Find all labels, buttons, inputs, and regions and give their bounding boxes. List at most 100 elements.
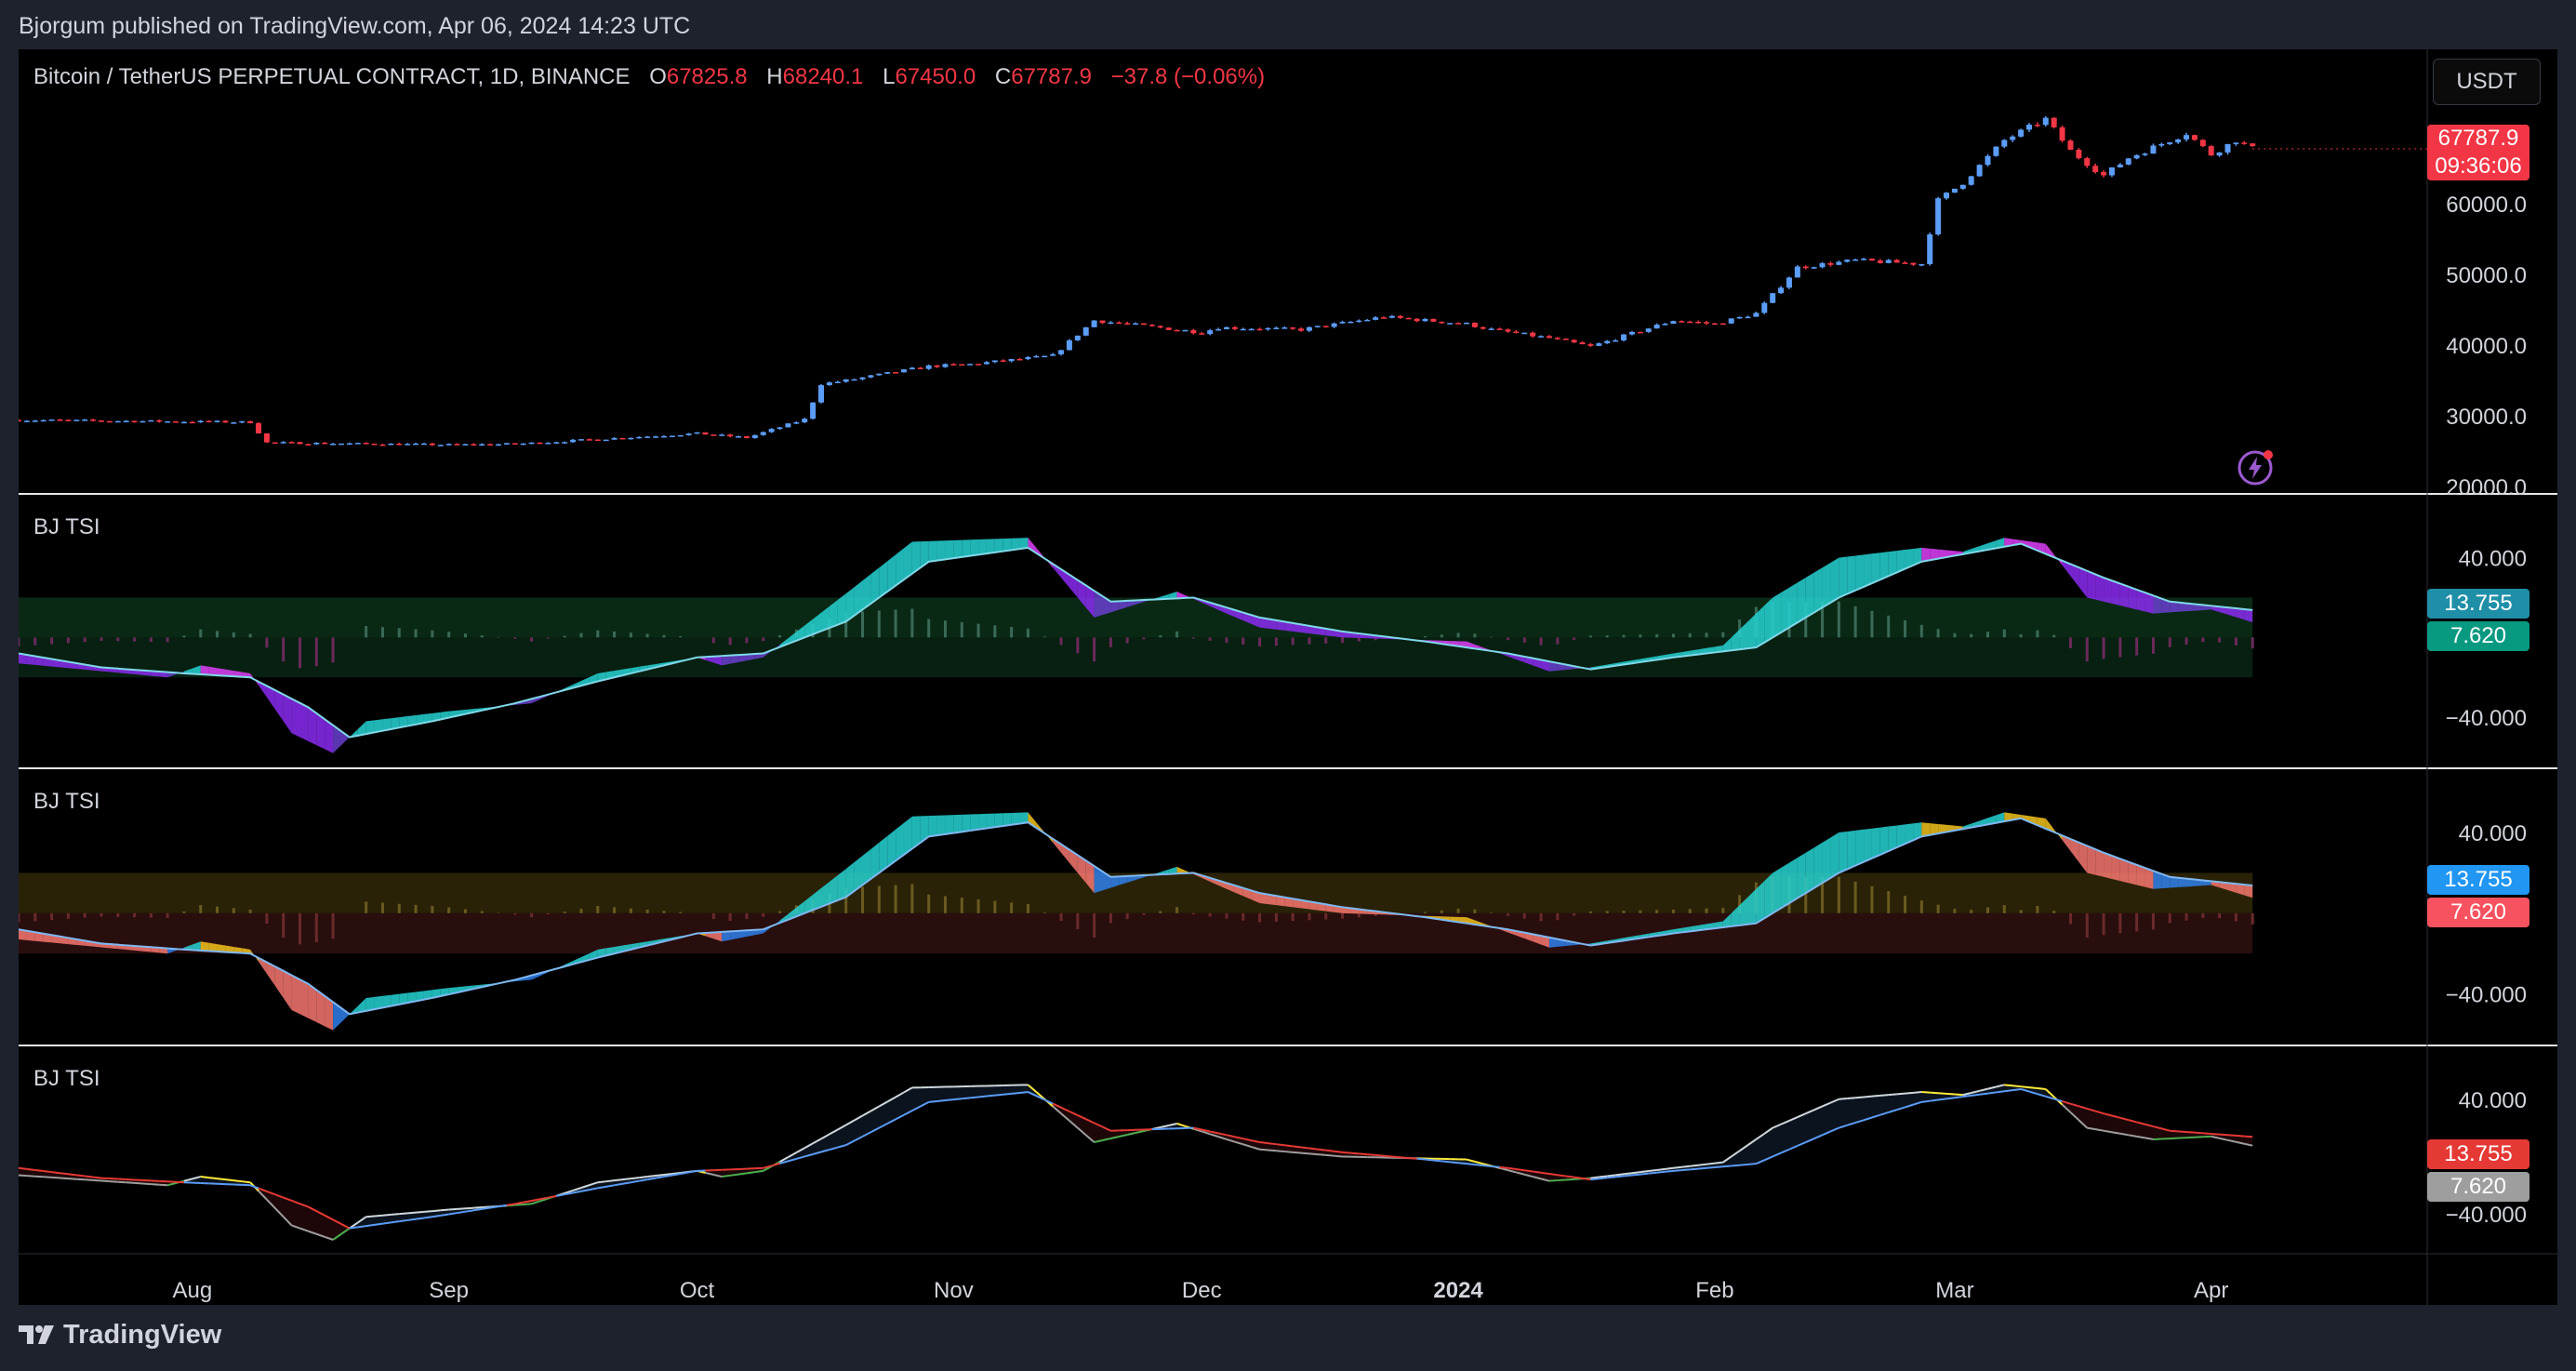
candle-body [570, 439, 577, 443]
candle-body [743, 436, 750, 438]
signal-line-segment [779, 1160, 789, 1165]
signal-line-segment [299, 1203, 309, 1208]
tsi-fill-segment [1788, 582, 1798, 628]
tsi-fill-segment [416, 713, 424, 725]
tsi-fill-segment [382, 718, 392, 731]
signal-line-segment [1871, 1113, 1881, 1119]
tsi-line-segment [895, 1091, 905, 1098]
tsi-line-segment [597, 1180, 606, 1184]
tsi-fill-segment [2062, 560, 2071, 577]
candle-body [2076, 150, 2082, 159]
time-axis-tick: Dec [1182, 1278, 1222, 1303]
tsi-fill-segment [1019, 538, 1029, 550]
candle-body [1753, 313, 1759, 317]
tsi-fill-segment [1847, 830, 1856, 870]
high-value: 68240.1 [782, 64, 864, 89]
tsi-fill-segment [365, 996, 375, 1011]
tradingview-logo[interactable]: TradingView [19, 1311, 221, 1358]
tsi-line-segment [274, 1207, 285, 1218]
tsi-line-segment [564, 1189, 574, 1194]
tsi-fill-segment [208, 942, 218, 952]
signal-line-segment [2144, 1123, 2154, 1128]
tsi-line-segment [415, 1210, 425, 1214]
tsi-line-segment [465, 1206, 474, 1210]
tsi-fill-segment [2227, 607, 2237, 618]
tsi-line-segment [117, 1180, 126, 1184]
tsi-line-segment [1945, 1092, 1955, 1096]
tsi-fill-segment [1036, 547, 1045, 559]
candle-body [1745, 316, 1751, 319]
candle-body [214, 420, 220, 422]
tsi-line-segment [1813, 1105, 1823, 1111]
tsi-fill-segment [763, 650, 772, 658]
candle-body [23, 420, 30, 422]
candle-body [231, 422, 237, 424]
signal-line-segment [2236, 1134, 2245, 1138]
tsi-line-segment [730, 1173, 739, 1177]
signal-line-segment [482, 1206, 491, 1210]
price-axis-tick: 60000.0 [2446, 193, 2527, 218]
tsi-fill-segment [796, 1148, 805, 1159]
tsi-fill-segment [2087, 570, 2096, 600]
chart-area[interactable]: 70000.060000.050000.040000.030000.020000… [19, 49, 2557, 1305]
tsi-line-segment [183, 1178, 193, 1182]
panel-3-label: BJ TSI [33, 1066, 100, 1091]
candle-body [1902, 262, 1908, 264]
tsi-line-segment [1524, 1173, 1534, 1178]
tsi-line-segment [854, 1114, 863, 1122]
candle-body [1322, 326, 1329, 327]
candle-body [719, 434, 725, 436]
tsi-fill-segment [779, 913, 789, 924]
tsi-line-segment [407, 1211, 417, 1215]
tsi-line-segment [423, 1210, 432, 1213]
candle-body [1033, 355, 1040, 358]
signal-line-segment [1913, 1100, 1922, 1106]
tsi-fill-segment [374, 995, 383, 1010]
tsi-fill-segment [1094, 591, 1103, 618]
candle-body [553, 442, 560, 444]
candle-body [1985, 155, 1991, 166]
candle-body [578, 439, 584, 441]
tsi-fill-segment [1003, 812, 1012, 826]
tsi-fill-segment [928, 815, 937, 837]
signal-line-segment [266, 1190, 276, 1196]
candle-body [628, 437, 634, 440]
candle-body [1405, 317, 1412, 320]
tsi-axis-tick: 40.000 [2459, 1088, 2527, 1113]
tsi-fill-segment [1747, 888, 1757, 925]
candle-body [32, 420, 38, 422]
candle-body [2034, 125, 2040, 126]
signal-line-segment [489, 1205, 499, 1209]
tsi-line-segment [2069, 1111, 2080, 1122]
signal-line-segment [1905, 1103, 1914, 1109]
candle-body [1364, 319, 1371, 322]
tsi-fill-segment [705, 932, 714, 939]
tsi-fill-segment [423, 990, 432, 1000]
signal-line-segment [820, 1149, 830, 1153]
tsi-fill-segment [1028, 538, 1037, 553]
signal-line-segment [763, 1165, 772, 1169]
tsi-fill-segment [754, 929, 764, 936]
candle-body [917, 367, 923, 369]
candle-body [396, 443, 403, 446]
signal-line-segment [1888, 1109, 1897, 1113]
tsi-line-segment [473, 1206, 483, 1209]
lightning-icon[interactable] [2237, 449, 2274, 486]
signal-line-segment [2094, 1110, 2105, 1115]
tsi-fill-segment [333, 1002, 341, 1031]
tsi-fill-segment [2028, 541, 2038, 551]
chart-svg[interactable]: 70000.060000.050000.040000.030000.020000… [19, 49, 2557, 1305]
tsi-line-segment [1631, 1171, 1640, 1175]
tsi-fill-segment [1011, 812, 1020, 825]
tsi-line-segment [1681, 1165, 1691, 1168]
candle-body [736, 436, 742, 438]
currency-selector[interactable]: USDT [2433, 59, 2541, 105]
candle-body [1827, 262, 1834, 265]
tsi-fill-segment [804, 1143, 814, 1157]
signal-line-segment [2161, 1127, 2171, 1132]
candle-body [1811, 267, 1817, 269]
tsi-fill-segment [1871, 552, 1880, 584]
tsi-fill-segment [1276, 896, 1285, 907]
tsi-fill-segment [225, 945, 234, 953]
tsi-fill-segment [1541, 936, 1549, 948]
